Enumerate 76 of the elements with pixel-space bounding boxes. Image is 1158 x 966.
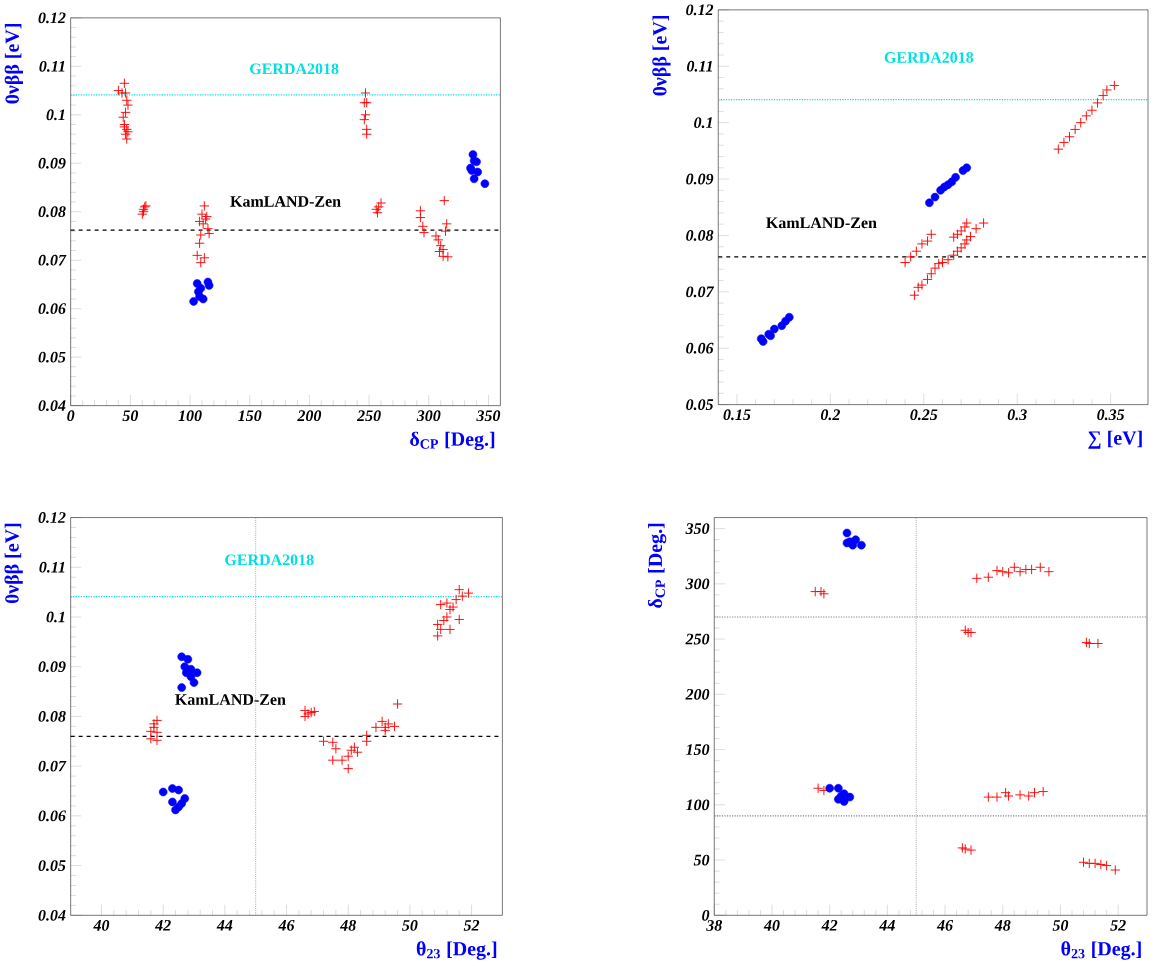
- y-tick-label: 150: [685, 744, 710, 755]
- x-tick-label: 0.2: [820, 409, 840, 421]
- x-tick-label: 50: [122, 410, 139, 421]
- y-tick-label: 0.04: [38, 400, 66, 411]
- y-tick-label: 0.07: [38, 760, 67, 772]
- y-tick-label: 0.1: [46, 611, 65, 623]
- x-tick-label: 300: [416, 410, 441, 421]
- y-tick-label: 0.06: [686, 342, 714, 354]
- x-axis-title: ∑ [eV]: [1088, 430, 1142, 449]
- x-axis-title: θ$_{23}$ [Deg.]: [1061, 941, 1141, 960]
- x-tick-label: 150: [238, 410, 262, 421]
- y-tick-label: 0.05: [38, 860, 66, 871]
- y-tick-label: 0.12: [686, 4, 714, 16]
- ref-line-label: GERDA2018: [225, 554, 314, 566]
- x-tick-label: 48: [994, 919, 1011, 931]
- y-tick-label: 0.1: [694, 117, 712, 128]
- x-tick-label: 52: [463, 919, 480, 931]
- x-tick-label: 250: [356, 410, 381, 421]
- x-tick-label: 200: [297, 410, 322, 421]
- ref-line-label: KamLAND-Zen: [230, 195, 341, 207]
- x-tick-label: 52: [1110, 919, 1126, 931]
- y-tick-label: 0.05: [38, 351, 66, 363]
- y-tick-label: 0.1: [46, 109, 65, 121]
- y-tick-label: 0.08: [686, 229, 714, 241]
- x-tick-label: 0.25: [910, 409, 938, 421]
- ref-line-label: KamLAND-Zen: [766, 217, 877, 229]
- ref-line-label: KamLAND-Zen: [175, 694, 286, 705]
- x-tick-label: 42: [821, 919, 838, 931]
- y-tick-label: 0.09: [686, 173, 714, 185]
- y-axis-title: 0νββ [eV]: [4, 523, 23, 603]
- x-axis-title: δ$_{CP}$ [Deg.]: [410, 431, 495, 450]
- y-axis-title: δ$_{CP}$ [Deg.]: [647, 523, 667, 608]
- y-tick-label: 0.05: [686, 399, 714, 410]
- y-tick-label: 0.09: [38, 157, 66, 169]
- x-tick-label: 0.15: [723, 409, 751, 421]
- x-tick-label: 50: [1052, 919, 1069, 931]
- y-tick-label: 0.04: [38, 909, 66, 921]
- x-tick-label: 48: [339, 919, 356, 931]
- x-axis-title: θ$_{23}$ [Deg.]: [416, 941, 497, 960]
- y-tick-label: 0.12: [38, 12, 66, 24]
- y-tick-label: 100: [685, 799, 710, 811]
- x-tick-label: 38: [706, 919, 723, 931]
- x-tick-label: 46: [936, 919, 954, 931]
- y-tick-label: 0.07: [686, 286, 715, 298]
- x-tick-label: 0.3: [1007, 409, 1027, 421]
- y-tick-label: 0.11: [687, 60, 712, 72]
- x-tick-label: 44: [216, 919, 233, 931]
- y-tick-label: 300: [685, 578, 710, 590]
- x-tick-label: 50: [402, 919, 418, 931]
- x-tick-label: 350: [476, 410, 501, 421]
- x-tick-label: 100: [178, 410, 202, 421]
- y-tick-label: 350: [685, 523, 710, 534]
- y-tick-label: 0.06: [38, 303, 66, 314]
- y-tick-label: 0.08: [38, 710, 66, 722]
- x-tick-label: 0.35: [1097, 409, 1125, 421]
- y-tick-label: 200: [685, 688, 710, 700]
- y-tick-label: 0.11: [39, 561, 65, 573]
- y-tick-label: 0.06: [38, 810, 66, 822]
- y-tick-label: 0: [702, 909, 710, 921]
- x-tick-label: 46: [278, 919, 295, 931]
- y-tick-label: 0.08: [38, 206, 66, 218]
- ref-line-label: GERDA2018: [884, 51, 974, 63]
- y-axis-title: 0νββ [eV]: [4, 23, 23, 104]
- x-tick-label: 0: [67, 410, 75, 421]
- x-tick-label: 44: [879, 919, 895, 931]
- y-tick-label: 50: [693, 854, 710, 866]
- ref-line-label: GERDA2018: [250, 63, 339, 75]
- y-tick-label: 0.11: [39, 60, 65, 72]
- y-tick-label: 0.07: [38, 254, 67, 266]
- y-tick-label: 0.09: [38, 661, 66, 673]
- x-tick-label: 42: [154, 919, 171, 931]
- y-tick-label: 250: [685, 633, 710, 645]
- x-tick-label: 40: [93, 919, 110, 931]
- y-tick-label: 0.12: [38, 512, 66, 523]
- y-axis-title: 0νββ [eV]: [652, 15, 671, 96]
- x-tick-label: 40: [763, 919, 780, 931]
